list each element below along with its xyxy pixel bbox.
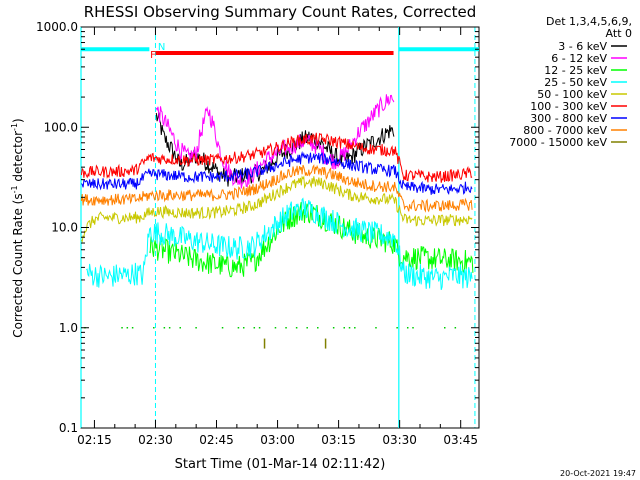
y-axis-label-sup2: -1 (10, 123, 19, 131)
x-tick-label-6: 03:45 (443, 433, 478, 447)
y-axis: 0.1 1.0 10.0 100.0 1000.0 (36, 20, 479, 435)
x-axis-label: Start Time (01-Mar-14 02:11:42) (175, 457, 386, 472)
series-5-line (80, 132, 473, 183)
series-7 (80, 164, 473, 213)
legend-label-7: 800 - 7000 keV (523, 124, 607, 137)
legend-label-2: 12 - 25 keV (544, 64, 607, 77)
series-2 (149, 202, 474, 278)
y-tick-label-2: 10.0 (51, 221, 78, 235)
series-4 (80, 175, 473, 243)
footer-timestamp: 20-Oct-2021 19:47 (560, 469, 636, 478)
flag-bars: NF (81, 42, 479, 61)
series-4-line (80, 175, 473, 243)
x-tick-label-3: 03:00 (260, 433, 295, 447)
legend-label-0: 3 - 6 keV (558, 40, 607, 53)
plot-area: NF (80, 26, 480, 429)
y-axis-label-main: Corrected Count Rate (s (11, 193, 25, 337)
y-axis-label-end: ) (11, 118, 25, 123)
y-axis-label-mid: detector (11, 131, 25, 186)
flag-F-label: F (150, 50, 156, 61)
legend-label-4: 50 - 100 keV (537, 88, 607, 101)
flag-N-label: N (158, 42, 165, 53)
y-tick-label-1: 1.0 (59, 321, 78, 335)
legend-label-8: 7000 - 15000 keV (509, 136, 607, 149)
y-tick-label-3: 100.0 (44, 120, 78, 134)
chart-title: RHESSI Observing Summary Count Rates, Co… (84, 3, 477, 21)
series-1 (155, 94, 395, 189)
series-8 (84, 327, 457, 349)
y-axis-label: Corrected Count Rate (s-1 detector-1) (10, 118, 25, 337)
series-6 (81, 150, 473, 195)
x-axis: 02:15 02:30 02:45 03:00 03:15 03:30 03:45 (77, 27, 478, 447)
y-tick-label-0: 0.1 (59, 421, 78, 435)
series-6-line (81, 150, 473, 195)
series-7-line (80, 164, 473, 213)
series-2-line (149, 202, 474, 278)
x-tick-label-2: 02:45 (199, 433, 234, 447)
legend-label-6: 300 - 800 keV (530, 112, 607, 125)
legend-header-attenuator: Att 0 (606, 27, 632, 40)
legend-label-3: 25 - 50 keV (544, 76, 607, 89)
x-tick-label-0: 02:15 (77, 433, 112, 447)
legend-header-detectors: Det 1,3,4,5,6,9, (546, 15, 632, 28)
legend-label-5: 100 - 300 keV (530, 100, 607, 113)
x-tick-label-4: 03:15 (321, 433, 356, 447)
y-axis-label-sup1: -1 (10, 185, 19, 193)
x-tick-label-1: 02:30 (138, 433, 173, 447)
series-3 (86, 197, 473, 291)
series-5 (80, 132, 473, 183)
x-tick-label-5: 03:30 (382, 433, 417, 447)
legend-label-1: 6 - 12 keV (551, 52, 607, 65)
series-layer (80, 94, 474, 349)
series-1-line (155, 94, 395, 189)
series-3-line (86, 197, 473, 291)
y-tick-label-4: 1000.0 (36, 20, 78, 34)
